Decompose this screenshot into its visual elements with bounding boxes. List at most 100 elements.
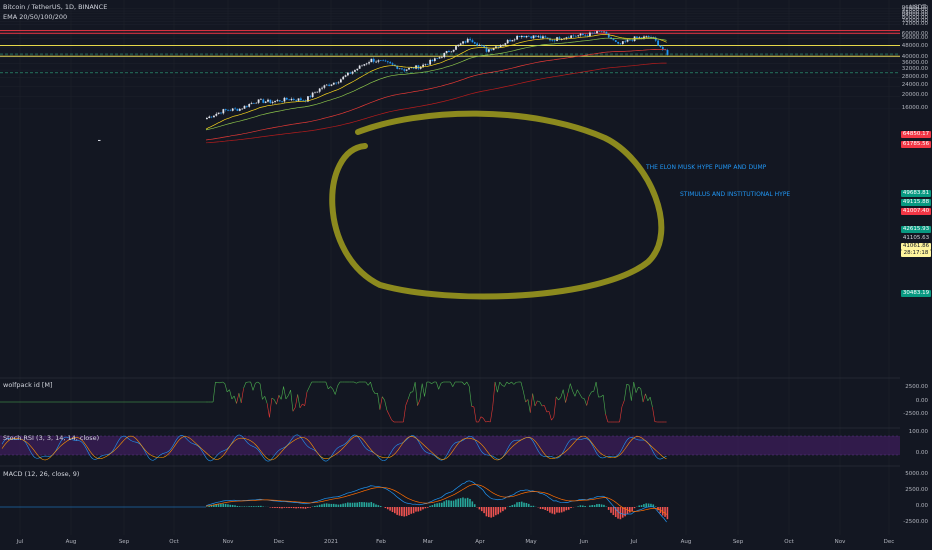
ema-50-line: [205, 37, 667, 131]
macd-histogram-bar: [328, 503, 330, 507]
candle: [570, 35, 573, 38]
sub-axis-tick: -2500.00: [903, 519, 928, 525]
candle: [262, 99, 265, 103]
macd-histogram-bar: [499, 507, 502, 513]
candle: [450, 51, 453, 53]
candle: [377, 60, 380, 62]
macd-histogram-bar: [344, 503, 347, 507]
macd-pane-title[interactable]: MACD (12, 26, close, 9): [3, 470, 80, 478]
wolfpack-line: [440, 381, 444, 384]
candle: [231, 108, 234, 111]
wolfpack-line: [252, 383, 256, 391]
wolfpack-line: [295, 394, 298, 408]
ema-indicator-label[interactable]: EMA 20/50/100/200: [3, 13, 68, 21]
macd-histogram-bar: [401, 507, 403, 517]
wolfpack-line: [236, 393, 240, 404]
candle: [243, 105, 246, 109]
candle: [300, 98, 302, 101]
wolfpack-pane-title[interactable]: wolfpack id [M]: [3, 381, 53, 389]
candle: [659, 45, 662, 47]
macd-histogram-bar: [631, 507, 633, 512]
macd-histogram-bar: [492, 507, 495, 517]
wolfpack-line: [407, 392, 411, 400]
candle: [511, 40, 514, 42]
macd-histogram-bar: [652, 504, 655, 507]
wolfpack-line: [642, 393, 646, 403]
macd-histogram-bar: [598, 503, 601, 507]
candle: [321, 87, 323, 89]
candle: [215, 113, 218, 116]
wolfpack-line: [473, 406, 477, 423]
annotation-stimulus[interactable]: STIMULUS AND INSTITUTIONAL HYPE: [680, 191, 791, 198]
macd-histogram-bar: [337, 504, 340, 507]
wolfpack-line: [337, 381, 341, 386]
macd-histogram-bar: [621, 507, 624, 518]
stoch-d-line: [1, 435, 667, 461]
candle: [318, 88, 321, 92]
candle: [363, 64, 366, 66]
price-tag: 41007.40: [901, 208, 931, 215]
candle: [419, 66, 422, 69]
wolfpack-line: [471, 405, 474, 408]
price-tick: 48000.00: [901, 43, 928, 50]
candle: [257, 99, 260, 103]
macd-histogram-bar: [520, 501, 523, 507]
macd-histogram-bar: [497, 507, 499, 515]
macd-histogram-bar: [560, 507, 563, 513]
candle: [358, 65, 361, 69]
wolfpack-line: [600, 394, 604, 398]
wolfpack-line: [287, 389, 291, 396]
wolfpack-line: [520, 381, 524, 392]
candle: [433, 58, 436, 61]
wolfpack-line: [215, 381, 218, 384]
time-tick: May: [525, 539, 537, 545]
macd-histogram-bar: [629, 507, 631, 513]
annotation-pump-dump[interactable]: THE ELON MUSK HYPE PUMP AND DUMP: [646, 164, 767, 171]
macd-histogram-bar: [224, 503, 227, 507]
macd-histogram-bar: [633, 507, 636, 509]
wolfpack-line: [299, 403, 303, 409]
wolfpack-line: [391, 419, 395, 423]
wolfpack-line: [356, 381, 359, 384]
candle: [394, 64, 396, 66]
macd-histogram-bar: [269, 507, 272, 508]
ema-100-line: [205, 49, 667, 141]
candle: [250, 103, 253, 105]
wolfpack-line: [302, 403, 305, 406]
wolfpack-line: [569, 383, 573, 392]
macd-histogram-bar: [563, 507, 565, 512]
wolfpack-line: [325, 381, 329, 389]
macd-histogram-bar: [260, 505, 262, 507]
wolfpack-line: [562, 389, 566, 403]
price-tick: 60000.00: [901, 30, 928, 37]
macd-histogram-bar: [441, 502, 443, 507]
wolfpack-line: [490, 406, 493, 423]
candle: [276, 100, 279, 102]
wolfpack-line: [424, 382, 428, 397]
macd-histogram-bar: [445, 500, 448, 507]
wolfpack-line: [551, 416, 555, 421]
macd-histogram-bar: [297, 507, 300, 509]
price-tick: 20000.00: [901, 92, 928, 99]
macd-histogram-bar: [513, 504, 516, 507]
macd-histogram-bar: [309, 507, 311, 508]
macd-histogram-bar: [384, 507, 387, 509]
macd-histogram-bar: [229, 504, 232, 507]
sub-axis-tick: -2500.00: [903, 411, 928, 417]
candle: [476, 43, 479, 46]
candle: [539, 36, 542, 39]
candle: [382, 60, 385, 62]
candle: [499, 45, 502, 48]
symbol-title[interactable]: Bitcoin / TetherUS, 1D, BINANCE: [3, 3, 108, 11]
macd-histogram-bar: [288, 507, 290, 509]
wolfpack-line: [240, 388, 244, 403]
stoch-rsi-pane-title[interactable]: Stoch RSI (3, 3, 14, 14, close): [3, 434, 100, 442]
price-tag: 49115.88: [901, 199, 931, 206]
candle: [217, 112, 220, 114]
ema-200-line: [205, 62, 667, 144]
candle: [403, 69, 406, 71]
macd-histogram-bar: [281, 507, 283, 509]
candle: [577, 35, 580, 37]
macd-histogram-bar: [417, 507, 420, 512]
